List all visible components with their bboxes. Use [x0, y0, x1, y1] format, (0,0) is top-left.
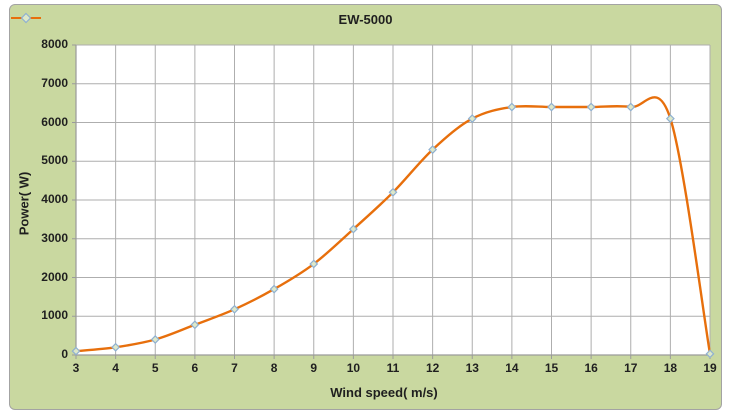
x-axis-title: Wind speed( m/s) — [330, 385, 438, 400]
x-tick-label: 7 — [231, 361, 238, 375]
y-tick-label: 0 — [61, 347, 68, 361]
y-tick-label: 3000 — [41, 230, 68, 245]
y-tick-label: 1000 — [41, 308, 68, 323]
legend-label: EW-5000 — [338, 12, 393, 27]
data-point-marker — [507, 102, 517, 112]
legend[interactable]: EW-5000 — [10, 12, 721, 27]
data-point-marker — [705, 349, 715, 359]
data-point-marker — [388, 187, 398, 197]
x-tick-label: 17 — [624, 361, 638, 375]
y-tick-label: 8000 — [41, 37, 68, 51]
x-tick-label: 12 — [425, 361, 440, 375]
data-point-marker — [626, 102, 636, 112]
x-tick-label: 6 — [191, 361, 199, 375]
x-tick-label: 14 — [505, 361, 519, 375]
data-point-marker — [269, 284, 279, 294]
y-tick-label: 4000 — [41, 192, 68, 206]
x-tick-label: 13 — [465, 361, 479, 375]
data-point-marker — [665, 114, 675, 124]
y-tick-label: 2000 — [41, 269, 68, 284]
y-tick-label: 6000 — [41, 114, 68, 129]
data-point-marker — [309, 259, 319, 269]
data-point-marker — [467, 114, 477, 124]
data-point-marker — [586, 102, 596, 112]
x-tick-label: 19 — [703, 361, 717, 375]
y-tick-label: 7000 — [41, 75, 68, 90]
x-tick-label: 11 — [386, 361, 400, 375]
x-tick-label: 15 — [544, 361, 559, 375]
data-point-marker — [428, 145, 438, 155]
data-point-marker — [547, 102, 556, 112]
x-tick-label: 9 — [310, 361, 318, 375]
data-point-marker — [230, 304, 239, 314]
data-point-marker — [190, 320, 200, 330]
x-tick-label: 4 — [112, 361, 119, 375]
plot-area — [71, 44, 715, 359]
data-point-marker — [348, 224, 358, 234]
legend-line-marker-icon — [11, 12, 41, 24]
x-tick-label: 5 — [151, 361, 159, 375]
x-tick-label: 18 — [663, 361, 678, 375]
x-tick-label: 3 — [72, 361, 80, 375]
y-tick-label: 5000 — [41, 153, 68, 168]
data-point-marker — [111, 342, 121, 352]
x-tick-label: 8 — [270, 361, 278, 375]
x-tick-label: 16 — [584, 361, 598, 375]
x-tick-label: 10 — [346, 361, 361, 375]
data-point-marker — [71, 346, 81, 356]
data-point-marker — [150, 335, 160, 344]
